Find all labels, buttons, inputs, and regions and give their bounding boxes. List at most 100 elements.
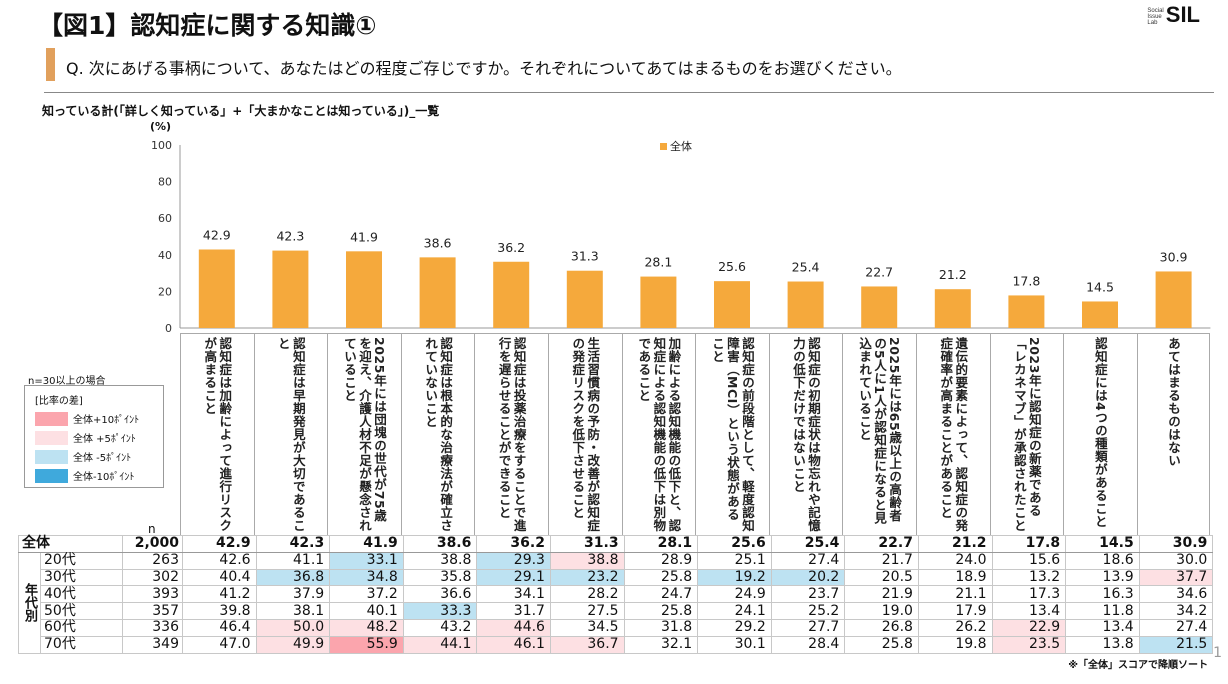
category-label-text: 2025年には65歳以上の高齢者の5人に1人が認知症になると見込まれていること [857, 337, 903, 525]
value-cell: 30.1 [697, 635, 772, 654]
value-cell: 40.1 [329, 602, 404, 620]
data-label: 25.6 [718, 259, 746, 274]
value-cell: 34.8 [329, 568, 404, 587]
value-cell: 31.8 [623, 618, 699, 637]
value-cell: 42.6 [182, 551, 257, 570]
legend-swatch [35, 430, 68, 445]
n-value: 357 [122, 602, 183, 620]
value-cell: 16.3 [1065, 585, 1140, 604]
value-cell: 34.2 [1138, 602, 1214, 620]
legend-title: [比率の差] [35, 396, 83, 407]
value-cell: 49.9 [255, 635, 331, 654]
value-cell: 29.1 [476, 568, 551, 587]
n-value: 393 [122, 585, 183, 604]
legend-swatch [35, 468, 68, 483]
row-label: 全体 [18, 535, 123, 553]
value-cell: 22.9 [991, 618, 1067, 637]
value-cell: 26.8 [844, 618, 919, 637]
bar [419, 257, 456, 328]
category-label: あてはまるものはない [1136, 334, 1211, 536]
bar [934, 289, 971, 328]
category-label: 2025年には団塊の世代が75歳を迎え、介護人材不足が懸念されていること [327, 334, 401, 536]
value-cell: 33.3 [402, 602, 478, 620]
bar [198, 249, 235, 328]
value-cell: 28.1 [623, 535, 699, 553]
value-cell: 17.9 [917, 602, 993, 620]
logo-small-text: Social Issue Lab [1147, 8, 1164, 26]
table-row: 50代 357 39.8 38.1 40.1 33.3 31.7 27.5 25.8 24.1 25… [19, 602, 1214, 620]
bar [1155, 271, 1192, 328]
y-tick-label: 80 [158, 176, 172, 189]
value-cell: 25.6 [697, 535, 772, 553]
row-label: 30代 [40, 568, 123, 587]
legend-note: n=30以上の場合 [28, 376, 106, 387]
data-label: 21.2 [939, 267, 967, 282]
n-value: 302 [122, 568, 183, 587]
category-label-text: 遺伝的要素によって、認知症の発症確率が高まることがあること [938, 337, 969, 532]
y-axis-unit: (%) [150, 120, 172, 133]
category-label: 認知症は根本的な治療法が確立されていないこと [400, 334, 475, 536]
value-cell: 33.1 [329, 551, 404, 570]
value-cell: 24.0 [917, 551, 993, 570]
category-label-text: 認知症は加齢によって進行リスクが高まること [202, 337, 233, 532]
value-cell: 44.6 [476, 618, 551, 637]
table-row: 70代 349 47.0 49.9 55.9 44.1 46.1 36.7 32.1 30.1 28… [19, 635, 1214, 654]
row-label: 20代 [40, 551, 123, 570]
group-label: 年代別 [18, 551, 41, 654]
category-label-text: 認知症には4つの種類があること [1092, 337, 1108, 529]
bar [640, 276, 677, 328]
value-cell: 37.9 [255, 585, 331, 604]
value-cell: 14.5 [1065, 535, 1140, 553]
legend-label: 全体 [670, 139, 692, 153]
table-row: 全体 2,000 42.9 42.3 41.9 38.6 36.2 31.3 28.1 25.6 2… [18, 535, 1214, 553]
bar [861, 286, 898, 328]
page-number: 1 [1213, 645, 1222, 661]
legend-item: 全体-10ﾎﾟｲﾝﾄ [35, 468, 153, 483]
value-cell: 25.8 [844, 635, 919, 654]
value-cell: 27.5 [549, 602, 625, 620]
value-cell: 13.4 [991, 602, 1067, 620]
n-value: 336 [122, 618, 183, 637]
legend-item: 全体 -5ﾎﾟｲﾝﾄ [35, 449, 153, 464]
bar [272, 250, 309, 328]
n-header: n [148, 522, 156, 536]
value-cell: 30.9 [1138, 535, 1214, 553]
value-cell: 22.7 [844, 535, 919, 553]
value-cell: 13.4 [1065, 618, 1140, 637]
value-cell: 15.6 [991, 551, 1067, 570]
value-cell: 29.2 [697, 618, 772, 637]
value-cell: 20.2 [770, 568, 846, 587]
category-label: 認知症は加齢によって進行リスクが高まること [180, 334, 254, 536]
value-cell: 30.0 [1138, 551, 1214, 570]
category-label-text: 認知症は早期発見が大切であること [275, 337, 306, 532]
category-label: 遺伝的要素によって、認知症の発症確率が高まることがあること [915, 334, 990, 536]
value-cell: 13.8 [1065, 635, 1140, 654]
bar [566, 270, 603, 328]
data-table: 全体 2,000 42.9 42.3 41.9 38.6 36.2 31.3 28.1 25.6 2… [18, 535, 1214, 654]
value-cell: 28.9 [623, 551, 699, 570]
category-label-text: 認知症は投薬治療をすることで進行を遅らせることができること [496, 337, 527, 532]
value-cell: 31.3 [549, 535, 625, 553]
row-label: 70代 [40, 635, 123, 654]
category-label: 2025年には65歳以上の高齢者の5人に1人が認知症になると見込まれていること [842, 334, 916, 536]
value-cell: 28.4 [770, 635, 846, 654]
value-cell: 20.5 [844, 568, 919, 587]
value-cell: 39.8 [182, 602, 257, 620]
chart-subtitle: 知っている計(「詳しく知っている」+「大まかなことは知っている」)_一覧 [42, 104, 440, 118]
category-label-text: 認知症の前段階として、軽度認知障害（MCI）という状態があること [709, 337, 755, 532]
value-cell: 21.2 [917, 535, 993, 553]
category-label: 認知症は早期発見が大切であること [253, 334, 328, 536]
legend-item-label: 全体-10ﾎﾟｲﾝﾄ [73, 472, 135, 483]
value-cell: 37.2 [329, 585, 404, 604]
value-cell: 25.8 [623, 568, 699, 587]
value-cell: 44.1 [402, 635, 478, 654]
question-text: Q. 次にあげる事柄について、あなたはどの程度ご存じですか。それぞれについてあて… [66, 59, 902, 78]
category-label: 加齢による認知機能の低下と、認知症による認知機能の低下は別物であること [621, 334, 696, 536]
value-cell: 41.2 [182, 585, 257, 604]
value-cell: 13.9 [1065, 568, 1140, 587]
value-cell: 11.8 [1065, 602, 1140, 620]
y-tick-label: 0 [165, 322, 172, 335]
legend-item-label: 全体+10ﾎﾟｲﾝﾄ [73, 415, 140, 426]
data-label: 17.8 [1012, 273, 1040, 288]
value-cell: 46.4 [182, 618, 257, 637]
